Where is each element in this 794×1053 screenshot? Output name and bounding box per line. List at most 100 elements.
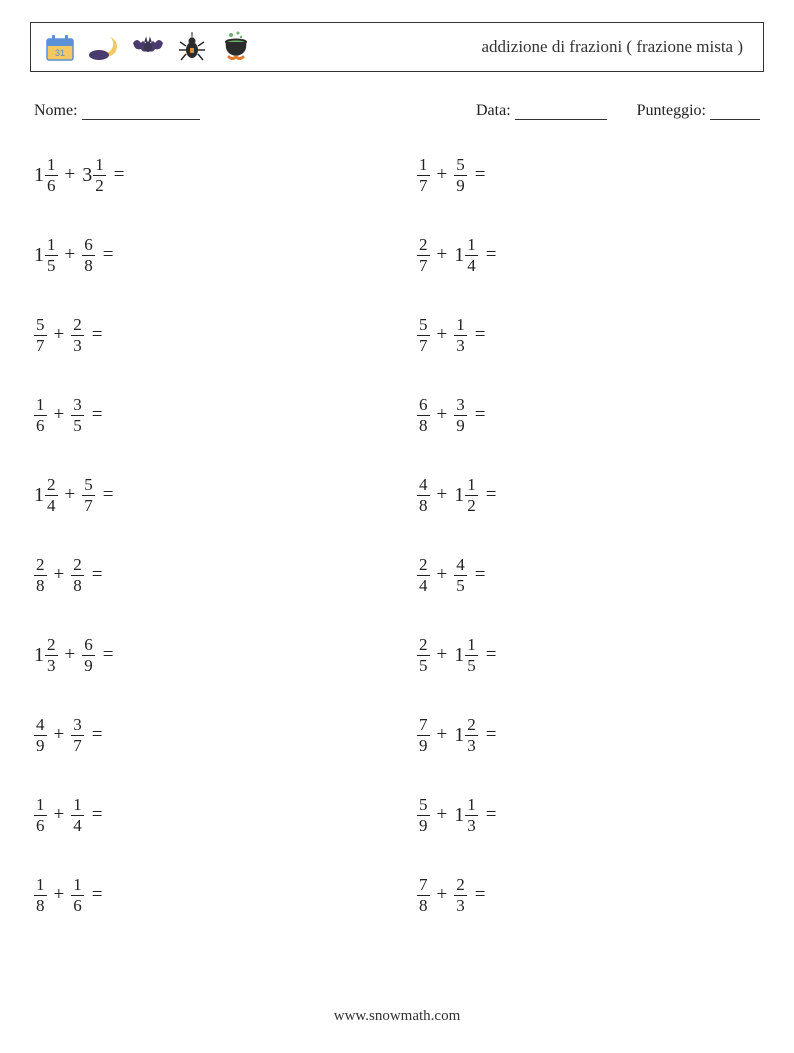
plus-sign: + — [437, 244, 448, 266]
worksheet-title: addizione di frazioni ( frazione mista ) — [482, 37, 752, 57]
denominator: 5 — [465, 655, 478, 675]
problem: 16+14= — [34, 792, 377, 838]
numerator: 3 — [71, 396, 84, 415]
fraction: 27 — [417, 236, 430, 275]
plus-sign: + — [437, 644, 448, 666]
header-icons: 31 — [43, 30, 253, 64]
problem: 17+59= — [417, 152, 760, 198]
plus-sign: + — [437, 564, 448, 586]
plus-sign: + — [54, 404, 65, 426]
numerator: 1 — [465, 796, 478, 815]
spider-icon — [175, 30, 209, 64]
plus-sign: + — [65, 244, 76, 266]
denominator: 4 — [71, 815, 84, 835]
fraction: 15 — [465, 636, 478, 675]
equals-sign: = — [475, 564, 486, 586]
fraction: 57 — [34, 316, 47, 355]
equals-sign: = — [103, 644, 114, 666]
numerator: 7 — [417, 716, 430, 735]
whole-number: 1 — [34, 484, 44, 507]
denominator: 9 — [82, 655, 95, 675]
numerator: 5 — [82, 476, 95, 495]
denominator: 7 — [34, 335, 47, 355]
numerator: 1 — [45, 156, 58, 175]
equals-sign: = — [475, 404, 486, 426]
numerator: 2 — [465, 716, 478, 735]
denominator: 6 — [34, 815, 47, 835]
plus-sign: + — [54, 884, 65, 906]
problem: 68+39= — [417, 392, 760, 438]
score-blank[interactable] — [710, 103, 760, 120]
denominator: 3 — [45, 655, 58, 675]
problem: 116+312= — [34, 152, 377, 198]
equals-sign: = — [103, 244, 114, 266]
fraction: 23 — [454, 876, 467, 915]
denominator: 7 — [71, 735, 84, 755]
denominator: 2 — [465, 495, 478, 515]
equals-sign: = — [92, 884, 103, 906]
worksheet-header: 31 — [30, 22, 764, 72]
fraction: 28 — [71, 556, 84, 595]
fraction: 13 — [465, 796, 478, 835]
numerator: 1 — [34, 396, 47, 415]
numerator: 1 — [417, 156, 430, 175]
numerator: 1 — [465, 476, 478, 495]
problem: 18+16= — [34, 872, 377, 918]
denominator: 6 — [45, 175, 58, 195]
numerator: 4 — [454, 556, 467, 575]
fraction: 37 — [71, 716, 84, 755]
numerator: 1 — [71, 796, 84, 815]
denominator: 8 — [34, 895, 47, 915]
fraction: 23 — [71, 316, 84, 355]
bat-icon — [131, 30, 165, 64]
plus-sign: + — [437, 804, 448, 826]
fraction: 57 — [417, 316, 430, 355]
fraction: 28 — [34, 556, 47, 595]
problem: 57+13= — [417, 312, 760, 358]
numerator: 1 — [93, 156, 106, 175]
denominator: 5 — [454, 575, 467, 595]
denominator: 7 — [82, 495, 95, 515]
fraction: 15 — [45, 236, 58, 275]
equals-sign: = — [486, 484, 497, 506]
name-blank[interactable] — [82, 103, 200, 120]
numerator: 2 — [417, 556, 430, 575]
fraction: 23 — [45, 636, 58, 675]
footer: www.snowmath.com — [0, 1008, 794, 1025]
date-blank[interactable] — [515, 103, 607, 120]
moon-icon — [87, 30, 121, 64]
footer-link[interactable]: www.snowmath.com — [334, 1008, 461, 1024]
numerator: 6 — [82, 636, 95, 655]
numerator: 5 — [34, 316, 47, 335]
denominator: 4 — [417, 575, 430, 595]
numerator: 6 — [417, 396, 430, 415]
fraction: 35 — [71, 396, 84, 435]
equals-sign: = — [475, 324, 486, 346]
numerator: 5 — [417, 796, 430, 815]
numerator: 2 — [71, 316, 84, 335]
numerator: 2 — [417, 236, 430, 255]
whole-number: 1 — [34, 244, 44, 267]
numerator: 4 — [34, 716, 47, 735]
numerator: 5 — [417, 316, 430, 335]
numerator: 2 — [45, 636, 58, 655]
fraction: 59 — [454, 156, 467, 195]
equals-sign: = — [475, 164, 486, 186]
fraction: 16 — [45, 156, 58, 195]
denominator: 3 — [454, 895, 467, 915]
date-label: Data: — [476, 102, 511, 119]
equals-sign: = — [92, 804, 103, 826]
equals-sign: = — [486, 244, 497, 266]
whole-number: 1 — [34, 644, 44, 667]
denominator: 8 — [417, 895, 430, 915]
denominator: 7 — [417, 255, 430, 275]
denominator: 9 — [417, 735, 430, 755]
numerator: 2 — [45, 476, 58, 495]
plus-sign: + — [437, 324, 448, 346]
denominator: 9 — [454, 415, 467, 435]
plus-sign: + — [54, 564, 65, 586]
fraction: 59 — [417, 796, 430, 835]
denominator: 8 — [417, 495, 430, 515]
numerator: 5 — [454, 156, 467, 175]
plus-sign: + — [437, 884, 448, 906]
